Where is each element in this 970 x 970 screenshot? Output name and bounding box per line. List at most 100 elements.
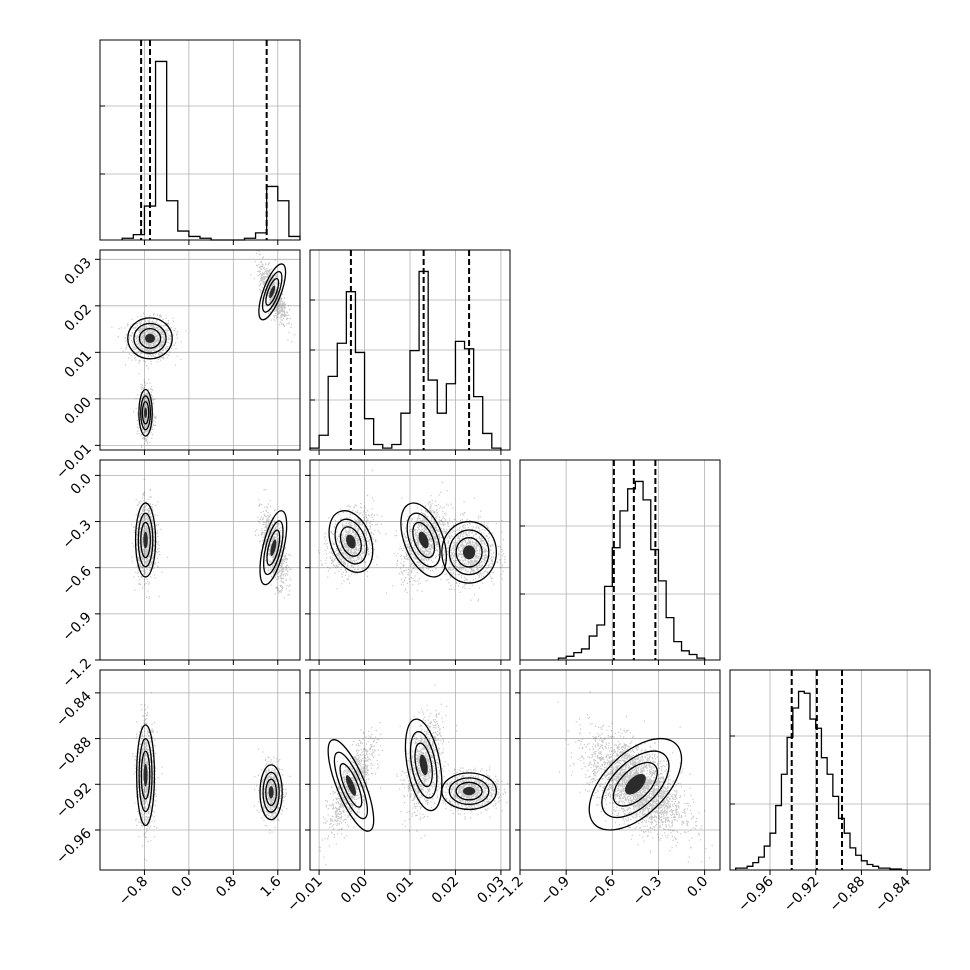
p43-density-level-1 [588, 737, 683, 831]
panel-frame-3-3 [519, 459, 721, 661]
p42-density-level-1 [441, 772, 498, 811]
p32-scatter-cluster-1 [317, 469, 383, 590]
y3-tick-label: −0.3 [59, 517, 94, 552]
p43-scatter-cluster-1 [557, 691, 713, 863]
p42-density-level-2 [333, 751, 369, 820]
p21-scatter-cluster-3 [250, 250, 296, 343]
x2-tick-label: −0.01 [284, 874, 326, 916]
p31-density-level-1 [259, 510, 288, 586]
p41-scatter-cluster-1 [132, 692, 163, 862]
p42-density-level-4 [419, 754, 428, 776]
p42-density-level-2 [409, 731, 438, 799]
y2-tick-label: 0.00 [61, 394, 94, 427]
p42-density-level-4 [462, 787, 476, 796]
histogram-3-steps [557, 480, 706, 660]
p32-density-level-3 [455, 537, 483, 568]
x4-tick-label: −0.88 [827, 874, 869, 916]
p41-density-level-4 [268, 786, 274, 799]
histogram-2-steps [309, 270, 502, 450]
x4-tick-label: −0.92 [781, 874, 823, 916]
p32-density-level-1 [400, 502, 448, 578]
histogram-1-steps [121, 60, 301, 241]
p43-points [557, 691, 713, 863]
x4-tick-label: −0.84 [872, 873, 914, 915]
p32-density-level-2 [406, 512, 441, 568]
p31-density-level-2 [137, 512, 154, 568]
x1-tick-label: 1.6 [258, 873, 285, 900]
p31-density-level-4 [143, 531, 148, 549]
p21-density-level-4 [269, 285, 276, 299]
p32-density-level-3 [412, 521, 436, 559]
p41-density-level-2 [262, 771, 280, 813]
p42-density-level-4 [345, 775, 357, 796]
y4-tick-label: −0.84 [53, 688, 95, 730]
p31-density-level-1 [134, 502, 157, 578]
p43-contours [588, 737, 683, 831]
frame-layer [99, 39, 931, 871]
p21-density-level-3 [138, 328, 162, 349]
panel-frame-3-1 [99, 459, 301, 661]
p32-density-level-4 [418, 531, 429, 549]
x3-tick-label: −0.3 [630, 874, 665, 909]
p21-density-level-3 [265, 277, 280, 306]
p41-density-level-2 [138, 738, 153, 813]
p43-density-level-2 [601, 750, 670, 819]
p21-density-level-1 [138, 388, 153, 437]
x4-tick-label: −0.96 [735, 873, 777, 915]
x2-tick-label: 0.01 [383, 874, 416, 907]
grid-layer [100, 40, 930, 871]
panel-frame-4-3 [519, 669, 721, 871]
p32-density-level-1 [441, 520, 498, 584]
p42-density-level-3 [455, 781, 483, 801]
p41-density-level-4 [143, 763, 148, 787]
p42-density-level-3 [414, 742, 433, 788]
panel-frame-4-4 [729, 669, 931, 871]
y4-tick-label: −0.88 [53, 734, 95, 776]
p31-density-level-3 [140, 521, 151, 559]
p41-density-level-3 [265, 778, 278, 806]
p32-density-level-2 [448, 529, 490, 576]
y4-tick-label: −0.96 [53, 825, 95, 867]
x2-tick-label: 0.00 [338, 874, 371, 907]
histogram-layer [121, 40, 908, 871]
y2-tick-label: 0.03 [61, 255, 94, 288]
x3-tick-label: −0.9 [538, 874, 573, 909]
p32-density-level-1 [328, 510, 374, 573]
y2-tick-label: 0.02 [61, 301, 94, 334]
p21-density-level-1 [127, 317, 173, 360]
x3-tick-label: 0.0 [684, 874, 711, 901]
y3-tick-label: −1.2 [59, 656, 94, 691]
p42-density-level-1 [404, 718, 443, 812]
panel-frame-4-1 [99, 669, 301, 871]
p42-contours [327, 718, 498, 832]
x3-tick-label: −0.6 [584, 873, 619, 908]
x1-tick-label: 0.0 [169, 874, 196, 901]
y3-tick-label: −0.6 [59, 563, 94, 598]
p21-density-level-2 [140, 395, 152, 431]
p32-density-level-2 [334, 518, 368, 565]
p21-density-level-2 [261, 270, 283, 313]
x1-tick-label: 0.8 [213, 874, 240, 901]
p32-density-level-3 [339, 526, 362, 557]
p31-density-level-2 [263, 520, 284, 576]
p21-density-level-1 [258, 263, 287, 321]
p42-density-level-1 [327, 739, 375, 832]
p21-density-level-4 [145, 333, 155, 343]
p31-density-level-4 [270, 539, 277, 557]
p31-contours [134, 502, 288, 586]
y4-tick-label: −0.92 [53, 780, 95, 822]
p41-contours [136, 724, 283, 827]
p21-contours [127, 263, 287, 437]
p31-density-level-3 [266, 529, 281, 566]
p21-density-level-3 [141, 401, 150, 425]
p43-density-level-3 [612, 761, 658, 807]
x1-tick-label: −0.8 [116, 874, 151, 909]
p42-density-level-2 [448, 777, 490, 806]
panel-frame-2-1 [99, 249, 301, 451]
p42-density-level-3 [339, 763, 363, 808]
p21-density-level-2 [133, 322, 167, 354]
p41-density-level-1 [136, 724, 156, 827]
histogram-4-steps [735, 690, 908, 871]
p42-points [319, 684, 509, 866]
